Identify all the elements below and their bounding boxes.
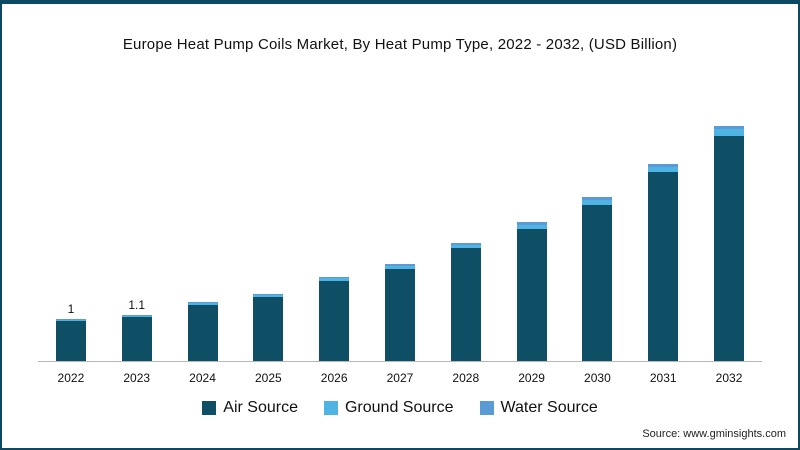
x-tick-2031: 2031 [649,371,677,385]
bar-segment-air-source [55,321,86,361]
bar-segment-ground-source [253,294,284,297]
x-axis-ticks: 2022 2023 2024 2025 2026 2027 2028 2029 2030 2031… [38,362,762,385]
plot-area: 1 1.1 2022 2023 2024 2025 2026 2027 2028 2029 203… [38,84,762,385]
source-attribution: Source: www.gminsights.com [642,428,786,440]
stacked-bar-2027 [384,264,415,361]
bar-segment-ground-source [714,129,745,137]
bar-segment-ground-source [516,224,547,229]
bar-segment-air-source [187,304,218,361]
bar-column-2025 [235,276,301,361]
bar-column-2028 [433,225,499,361]
bar-segment-ground-source [319,278,350,281]
bar-segment-air-source [648,172,679,361]
x-tick-2023: 2023 [123,371,151,385]
chart-title: Europe Heat Pump Coils Market, By Heat P… [122,36,678,53]
bar-segment-water-source [714,125,745,130]
legend-label: Air Source [223,399,298,416]
legend-swatch-water-source [479,401,494,415]
x-tick-2025: 2025 [254,371,282,385]
stacked-bar-2029 [516,222,547,361]
bar-column-2029 [499,204,565,361]
bar-segment-water-source [253,293,284,295]
x-tick-2030: 2030 [584,371,611,385]
legend-label: Ground Source [344,399,454,416]
stacked-bar-2024 [187,302,218,361]
x-tick-2032: 2032 [715,371,743,385]
bar-segment-water-source [55,319,86,320]
bar-columns: 1 1.1 [38,84,762,362]
stacked-bar-2023 [121,314,152,361]
stacked-bar-2030 [582,197,613,361]
x-tick-2027: 2027 [386,371,414,385]
bar-column-2022: 1 [38,301,104,361]
bar-segment-air-source [384,268,415,361]
legend-item-air-source: Air Source [202,399,298,417]
bar-segment-air-source [516,228,547,361]
bar-segment-water-source [121,314,152,316]
legend-item-water-source: Water Source [479,399,598,417]
x-tick-2028: 2028 [452,371,480,385]
bar-segment-water-source [648,163,679,167]
stacked-bar-2026 [319,277,350,361]
x-tick-2022: 2022 [57,371,85,385]
bar-segment-water-source [384,264,415,266]
bar-segment-air-source [714,136,745,361]
bar-segment-ground-source [121,315,152,317]
bar-segment-air-source [582,204,613,361]
legend-label: Water Source [500,399,598,416]
bar-column-2026 [301,259,367,361]
bar-segment-ground-source [582,199,613,205]
bar-segment-ground-source [187,303,218,305]
bar-segment-water-source [450,243,481,246]
bar-segment-air-source [450,248,481,361]
x-tick-2026: 2026 [320,371,348,385]
bar-segment-water-source [516,222,547,225]
bar-segment-ground-source [648,166,679,173]
bar-column-2027 [367,246,433,361]
stacked-bar-2022 [55,319,86,361]
stacked-bar-2032 [714,125,745,361]
legend-swatch-ground-source [323,401,338,415]
bar-column-2024 [170,284,236,361]
legend-swatch-air-source [202,401,217,415]
bar-segment-air-source [121,316,152,361]
bar-segment-air-source [319,280,350,361]
bar-column-2023: 1.1 [104,297,170,361]
bar-segment-water-source [319,277,350,279]
bar-segment-water-source [187,302,218,304]
data-label-2022: 1 [67,302,75,317]
x-tick-2029: 2029 [518,371,545,385]
bar-column-2032 [696,108,762,361]
data-label-2023: 1.1 [128,297,146,312]
bar-segment-air-source [253,296,284,361]
legend-item-ground-source: Ground Source [323,399,454,417]
bar-column-2030 [565,179,631,361]
bar-segment-ground-source [384,265,415,269]
x-tick-2024: 2024 [189,371,216,385]
legend: Air Source Ground Source Water Source [2,399,798,417]
bar-segment-ground-source [450,245,481,249]
stacked-bar-2028 [450,243,481,361]
stacked-bar-2031 [648,163,679,361]
stacked-bar-2025 [253,293,284,361]
bar-column-2031 [630,146,696,361]
bar-segment-water-source [582,197,613,200]
bar-segment-ground-source [55,319,86,322]
